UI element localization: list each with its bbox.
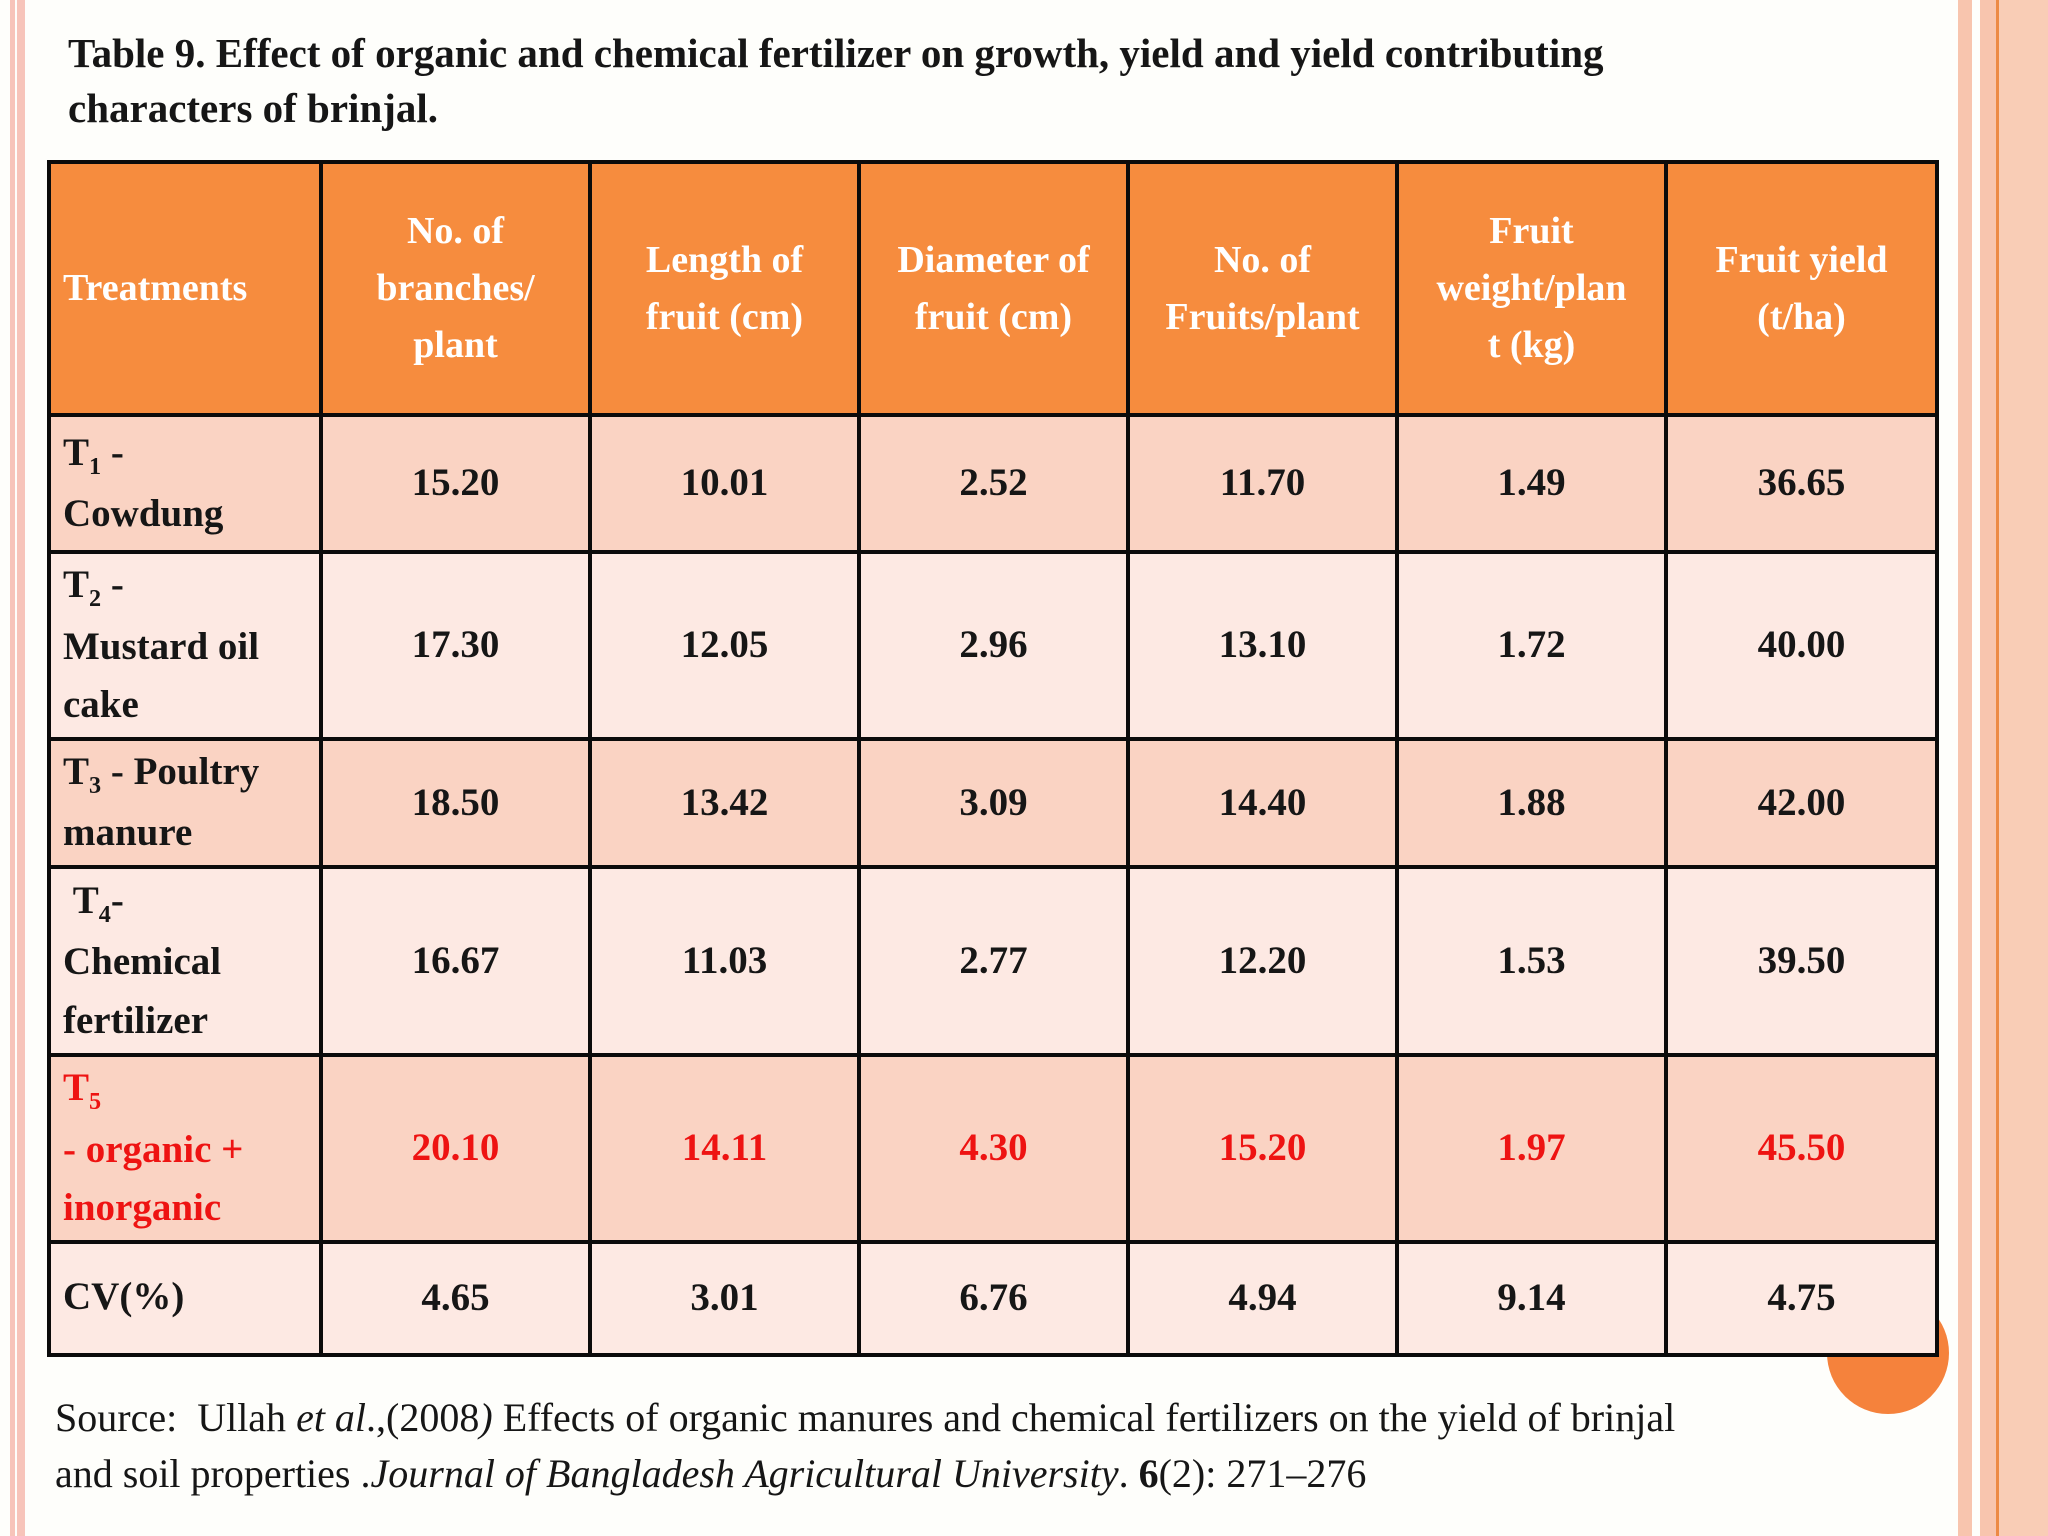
source-etal: et al xyxy=(296,1395,367,1440)
source-text: Source: Ullah xyxy=(55,1395,297,1440)
value-cell: 1.49 xyxy=(1395,413,1668,554)
value-cell: 9.14 xyxy=(1395,1240,1668,1357)
table-title: Table 9. Effect of organic and chemical … xyxy=(68,30,1604,132)
header-row: Treatments No. of branches/ plant Length… xyxy=(47,160,1939,417)
value-cell: 36.65 xyxy=(1664,413,1939,554)
treatment-cell: T3 - Poultry manure xyxy=(47,737,323,869)
value-cell: 2.96 xyxy=(857,550,1130,741)
value-cell: 1.88 xyxy=(1395,737,1668,869)
value-cell: 2.77 xyxy=(857,865,1130,1057)
value-cell: 13.10 xyxy=(1126,550,1399,741)
value-cell: 2.52 xyxy=(857,413,1130,554)
right-accent-stripe-band xyxy=(1999,0,2048,1536)
treatment-cell: T4- Chemical fertilizer xyxy=(47,865,323,1057)
header-cell-branches: No. of branches/ plant xyxy=(319,160,592,417)
source-period: . xyxy=(1118,1451,1139,1496)
header-cell-fruit-length: Length of fruit (cm) xyxy=(588,160,861,417)
value-cell: 39.50 xyxy=(1664,865,1939,1057)
header-cell-fruit-weight: Fruit weight/plan t (kg) xyxy=(1395,160,1668,417)
header-cell-fruit-yield: Fruit yield (t/ha) xyxy=(1664,160,1939,417)
source-citation: Source: Ullah et al.,(2008) Effects of o… xyxy=(55,1390,1995,1502)
value-cell: 4.65 xyxy=(319,1240,592,1357)
source-article-title: Effects of organic manures and chemical … xyxy=(55,1395,1676,1496)
value-cell: 11.70 xyxy=(1126,413,1399,554)
value-cell: 12.20 xyxy=(1126,865,1399,1057)
right-accent-stripe-line xyxy=(1996,0,1999,1536)
table-row-t5-organic-inorganic: T5 - organic + inorganic 20.10 14.11 4.3… xyxy=(47,1053,1939,1244)
left-accent-stripe-thin xyxy=(10,0,15,1536)
value-cell: 12.05 xyxy=(588,550,861,741)
treatment-cell: CV(%) xyxy=(47,1240,323,1357)
value-cell: 6.76 xyxy=(857,1240,1130,1357)
source-volume: 6 xyxy=(1138,1451,1159,1496)
value-cell: 1.72 xyxy=(1395,550,1668,741)
table-row-t1-cowdung: T1 - Cowdung 15.20 10.01 2.52 11.70 1.49… xyxy=(47,413,1939,554)
right-accent-stripe-1 xyxy=(1958,0,1972,1536)
left-accent-stripe-wide xyxy=(17,0,25,1536)
value-cell: 4.30 xyxy=(857,1053,1130,1244)
value-cell: 13.42 xyxy=(588,737,861,869)
value-cell: 10.01 xyxy=(588,413,861,554)
value-cell: 1.97 xyxy=(1395,1053,1668,1244)
treatment-cell: T2 - Mustard oil cake xyxy=(47,550,323,741)
value-cell: 45.50 xyxy=(1664,1053,1939,1244)
header-cell-fruits-per-plant: No. of Fruits/plant xyxy=(1126,160,1399,417)
value-cell: 4.94 xyxy=(1126,1240,1399,1357)
value-cell: 11.03 xyxy=(588,865,861,1057)
source-year: .,(2008 xyxy=(366,1395,480,1440)
value-cell: 4.75 xyxy=(1664,1240,1939,1357)
table-row-t3-poultry-manure: T3 - Poultry manure 18.50 13.42 3.09 14.… xyxy=(47,737,1939,869)
value-cell: 20.10 xyxy=(319,1053,592,1244)
value-cell: 16.67 xyxy=(319,865,592,1057)
treatment-cell: T1 - Cowdung xyxy=(47,413,323,554)
table-row-cv: CV(%) 4.65 3.01 6.76 4.94 9.14 4.75 xyxy=(47,1240,1939,1357)
value-cell: 3.09 xyxy=(857,737,1130,869)
value-cell: 3.01 xyxy=(588,1240,861,1357)
source-journal-name: Journal of Bangladesh Agricultural Unive… xyxy=(370,1451,1119,1496)
value-cell: 40.00 xyxy=(1664,550,1939,741)
value-cell: 1.53 xyxy=(1395,865,1668,1057)
value-cell: 17.30 xyxy=(319,550,592,741)
value-cell: 15.20 xyxy=(319,413,592,554)
value-cell: 14.40 xyxy=(1126,737,1399,869)
value-cell: 14.11 xyxy=(588,1053,861,1244)
source-paren: ) xyxy=(479,1395,503,1440)
table-row-t2-mustard-oil-cake: T2 - Mustard oil cake 17.30 12.05 2.96 1… xyxy=(47,550,1939,741)
source-pages: (2): 271–276 xyxy=(1158,1451,1367,1496)
value-cell: 42.00 xyxy=(1664,737,1939,869)
header-cell-treatments: Treatments xyxy=(47,160,323,417)
value-cell: 15.20 xyxy=(1126,1053,1399,1244)
header-cell-fruit-diameter: Diameter of fruit (cm) xyxy=(857,160,1130,417)
right-accent-stripe-2 xyxy=(1980,0,1996,1536)
value-cell: 18.50 xyxy=(319,737,592,869)
treatment-cell: T5 - organic + inorganic xyxy=(47,1053,323,1244)
table-row-t4-chemical-fertilizer: T4- Chemical fertilizer 16.67 11.03 2.77… xyxy=(47,865,1939,1057)
fertilizer-effect-table: Treatments No. of branches/ plant Length… xyxy=(47,160,1939,1357)
